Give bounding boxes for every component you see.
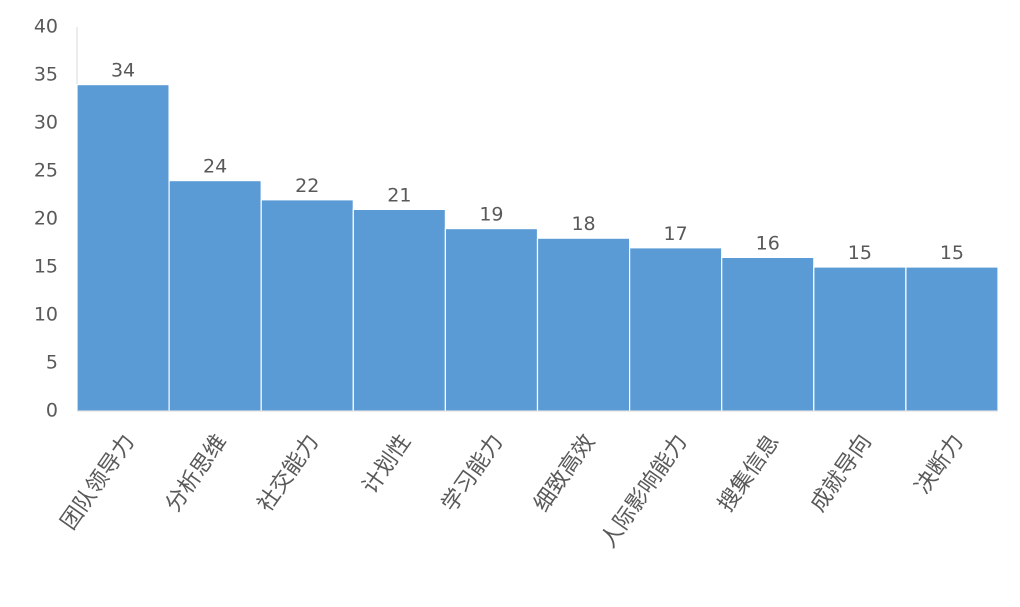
bar bbox=[444, 228, 539, 412]
data-label: 16 bbox=[756, 232, 780, 254]
y-tick-label: 20 bbox=[34, 208, 58, 230]
x-tick-label: 人际影响能力 bbox=[596, 430, 692, 552]
y-tick-label: 0 bbox=[46, 400, 58, 422]
data-label: 15 bbox=[940, 242, 964, 264]
bar bbox=[76, 83, 170, 412]
data-label: 22 bbox=[295, 175, 319, 197]
data-label: 34 bbox=[111, 60, 135, 82]
y-tick-label: 30 bbox=[34, 112, 58, 134]
bar bbox=[813, 266, 907, 412]
x-tick-label: 分析思维 bbox=[161, 430, 232, 516]
x-tick-label: 搜集信息 bbox=[714, 430, 785, 516]
data-label: 24 bbox=[203, 156, 227, 178]
data-label: 21 bbox=[387, 184, 411, 206]
y-tick-label: 35 bbox=[34, 64, 58, 86]
x-tick-label: 计划性 bbox=[358, 430, 416, 498]
bar bbox=[260, 199, 354, 412]
y-tick-label: 10 bbox=[34, 304, 58, 326]
bar bbox=[168, 180, 262, 412]
x-tick-label: 学习能力 bbox=[437, 430, 508, 516]
y-tick-label: 15 bbox=[34, 256, 58, 278]
y-tick-label: 5 bbox=[46, 352, 58, 374]
x-tick-label: 社交能力 bbox=[253, 430, 324, 516]
x-tick-label: 决断力 bbox=[911, 430, 969, 498]
data-label: 18 bbox=[571, 213, 595, 235]
data-label: 19 bbox=[479, 204, 503, 226]
x-tick-label: 细致高效 bbox=[530, 430, 601, 516]
y-tick-label: 40 bbox=[34, 16, 58, 38]
bar bbox=[536, 237, 631, 412]
data-label: 15 bbox=[848, 242, 872, 264]
data-label: 17 bbox=[664, 223, 688, 245]
y-tick-label: 25 bbox=[34, 160, 58, 182]
bar bbox=[352, 208, 446, 412]
x-tick-label: 成就导向 bbox=[806, 430, 877, 516]
bar bbox=[721, 256, 815, 412]
bar bbox=[905, 266, 999, 412]
x-tick-label: 团队领导力 bbox=[56, 430, 140, 534]
bar bbox=[628, 247, 723, 412]
